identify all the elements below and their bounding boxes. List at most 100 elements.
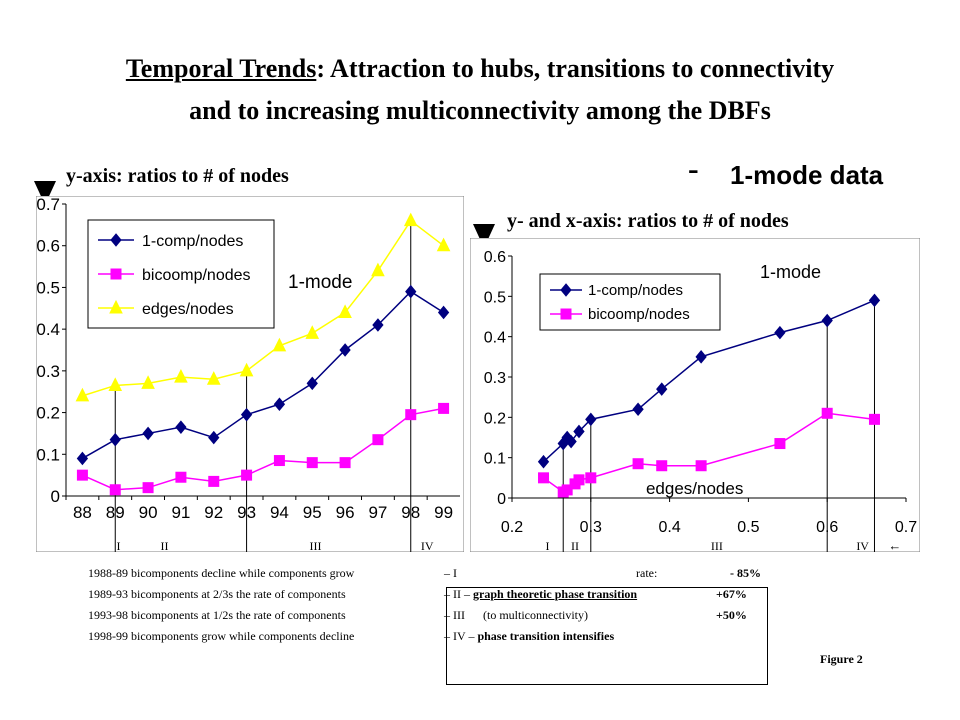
series-diamond: [76, 284, 450, 466]
data-point: [208, 475, 220, 487]
data-point: [240, 407, 253, 422]
note-row-2-rate: +67%: [716, 587, 747, 602]
note-row-3: 1993-98 bicomponents at 1/2s the rate of…: [88, 608, 346, 623]
x-tick-label: 92: [204, 503, 223, 522]
note-3-text: 1993-98 bicomponents at 1/2s the rate of…: [88, 608, 346, 622]
data-point: [273, 397, 286, 412]
note-row-4: 1998-99 bicomponents grow while componen…: [88, 629, 354, 644]
data-point: [339, 343, 351, 357]
data-point: [868, 413, 880, 425]
data-point: [437, 305, 450, 320]
data-point: [273, 455, 285, 467]
note-3-rate: +50%: [716, 608, 747, 622]
note-2-text: 1989-93 bicomponents at 2/3s the rate of…: [88, 587, 346, 601]
x-axis-title: edges/nodes: [646, 479, 743, 498]
right-chart-header: 1-mode data: [730, 160, 884, 190]
data-point: [142, 482, 154, 494]
data-point: [585, 412, 597, 427]
phase-label: IV: [421, 539, 434, 552]
y-tick-label: 0.2: [36, 404, 60, 423]
header-dash: -: [688, 150, 699, 186]
y-tick-label: 0.1: [36, 445, 60, 464]
data-point: [537, 454, 550, 469]
data-point: [206, 371, 221, 385]
data-point: [405, 284, 417, 299]
x-tick-label: 91: [171, 503, 190, 522]
legend: 1-comp/nodes bicoomp/nodes: [539, 273, 721, 331]
data-point: [306, 376, 318, 391]
note-4-phase: – IV –: [444, 629, 475, 643]
ratio-scatter-chart: 0 0.1 0.2 0.3 0.4 0.5 0.6 0.2 0.3 0.4 0.5 0.6 0.7 I II…: [469, 237, 921, 553]
data-point: [174, 368, 188, 383]
data-point: [538, 472, 550, 484]
series-diamond: [537, 293, 881, 469]
chart-annotation: 1-mode: [288, 272, 352, 293]
phase-label: IV: [856, 539, 869, 552]
note-1-text: 1988-89 bicomponents decline while compo…: [88, 566, 355, 580]
x-tick-label: 0.2: [501, 519, 523, 536]
data-point: [306, 457, 318, 469]
title-emphasis: Temporal Trends: [125, 54, 317, 83]
phase-label: III: [711, 539, 723, 552]
x-tick-label: 0.5: [737, 519, 759, 536]
data-point: [695, 460, 707, 472]
legend-swatch-marker: [560, 308, 572, 320]
legend-swatch-marker: [110, 268, 122, 280]
note-1-rate-label: rate:: [636, 566, 658, 580]
phase-label: III: [310, 539, 322, 552]
data-point: [656, 382, 668, 396]
arrow-left-icon: ←: [888, 538, 901, 552]
note-1-rate: - 85%: [730, 566, 761, 580]
x-tick-label: 0.4: [658, 519, 680, 536]
note-3-phase-desc: (to multiconnectivity): [483, 608, 588, 622]
phase-label: II: [161, 539, 169, 552]
phase-notes-box: [446, 587, 768, 685]
data-point: [305, 325, 320, 339]
right-chart-subheader: y- and x-axis: ratios to # of nodes: [507, 210, 789, 232]
series-square: [76, 402, 450, 496]
note-row-3-rate: +50%: [716, 608, 747, 623]
note-row-1-rate: - 85%: [730, 566, 761, 581]
legend-label: 1-comp/nodes: [142, 233, 243, 250]
x-tick-label: 95: [303, 503, 322, 522]
data-point: [585, 472, 597, 484]
legend: 1-comp/nodes bicoomp/nodes edges/nodes: [87, 219, 275, 329]
data-point: [141, 375, 155, 389]
y-tick-label: 0.4: [484, 330, 506, 347]
phase-label: II: [571, 539, 579, 552]
data-point: [436, 237, 451, 252]
y-tick-label: 0.3: [36, 362, 60, 381]
data-point: [76, 469, 88, 481]
y-tick-label: 0.2: [484, 410, 506, 427]
data-point: [241, 469, 253, 481]
data-point: [338, 304, 352, 318]
y-tick-label: 0: [497, 491, 506, 508]
time-series-chart-svg: 00.10.20.30.40.50.60.788 89 90 91 92 93 94 95 96…: [35, 195, 465, 553]
data-point: [774, 325, 786, 340]
data-point: [109, 484, 121, 496]
data-point: [372, 318, 384, 332]
series-triangle: [75, 212, 451, 402]
x-tick-label: 94: [270, 503, 289, 522]
legend-label: bicoomp/nodes: [142, 267, 251, 284]
note-row-3-mid: – III (to multiconnectivity): [444, 608, 588, 623]
data-point: [438, 402, 450, 414]
time-series-chart: 0 0.1 0.2 0.3 0.4 0.5 0.6 0.7 88 89 90 91 92 93 94 95 96…: [35, 195, 465, 553]
data-point: [76, 451, 89, 466]
data-point: [272, 337, 287, 352]
x-tick-label: 90: [139, 503, 158, 522]
data-point: [175, 420, 187, 434]
y-tick-label: 0.5: [36, 278, 60, 297]
x-tick-label: 99: [434, 503, 453, 522]
phase-label: I: [117, 539, 121, 552]
legend-label: bicoomp/nodes: [588, 306, 690, 323]
data-point: [403, 212, 418, 227]
data-point: [695, 350, 707, 364]
data-point: [868, 293, 881, 308]
data-point: [656, 460, 668, 472]
phase-label: I: [545, 539, 549, 552]
data-point: [774, 438, 786, 450]
y-tick-label: 0.6: [36, 237, 60, 256]
note-row-2-mid: – II – graph theoretic phase transition: [444, 587, 637, 602]
data-point: [573, 424, 585, 439]
